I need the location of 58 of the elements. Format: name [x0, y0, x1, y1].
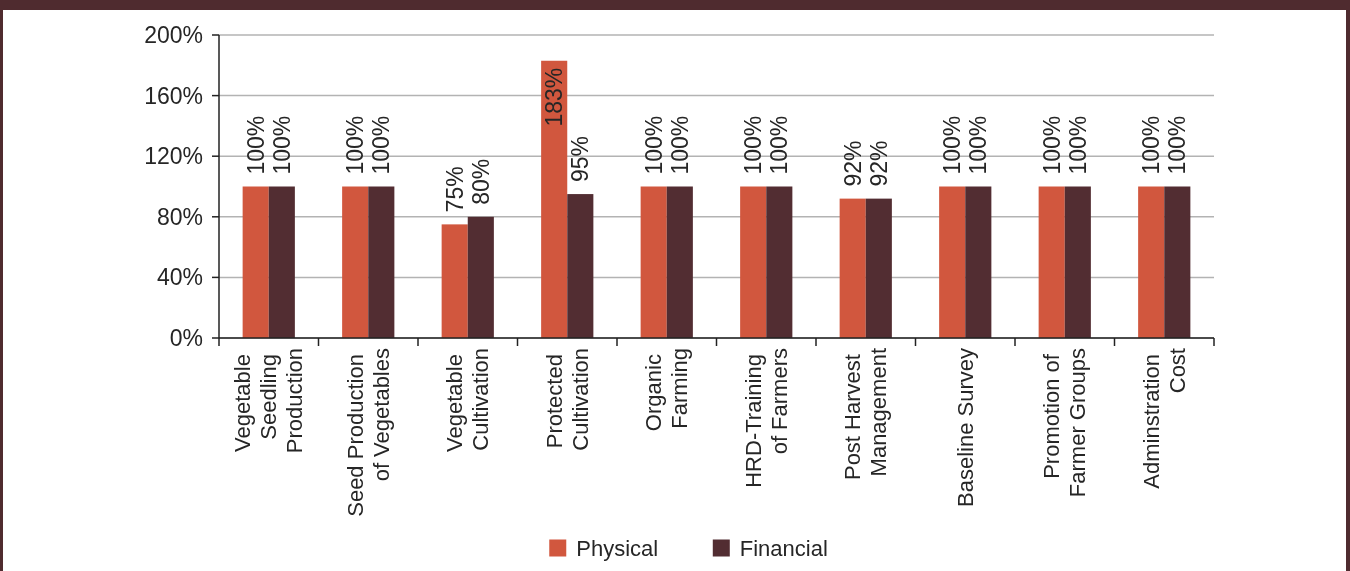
data-label: 92%	[865, 140, 892, 187]
bar	[965, 186, 992, 338]
x-tick-label: Vegetable Cultivation	[442, 348, 494, 452]
x-tick-label: Organic Farming	[641, 348, 693, 432]
y-tick-label: 120%	[144, 143, 203, 170]
data-label: 100%	[368, 115, 395, 175]
y-tick-label: 0%	[169, 325, 203, 352]
bar	[666, 186, 693, 338]
data-label: 183%	[541, 67, 568, 127]
data-label: 100%	[666, 115, 693, 175]
data-label: 100%	[268, 115, 295, 175]
y-tick-label: 40%	[156, 264, 203, 291]
data-label: 100%	[242, 115, 269, 175]
data-label: 75%	[441, 166, 468, 213]
data-label: 100%	[1064, 115, 1091, 175]
bar	[865, 198, 892, 338]
bar	[1038, 186, 1065, 338]
data-label: 100%	[939, 115, 966, 175]
bar	[541, 60, 568, 338]
x-tick-label: Vegetable Seedling Production	[230, 348, 308, 454]
data-label: 100%	[1038, 115, 1065, 175]
bar	[740, 186, 767, 338]
data-label: 92%	[839, 140, 866, 187]
data-label: 80%	[467, 158, 494, 205]
legend-label: Physical	[576, 535, 659, 561]
x-tick-label: Adminstration Cost	[1138, 348, 1190, 489]
bar	[766, 186, 793, 338]
bar	[268, 186, 295, 338]
bar	[368, 186, 395, 338]
x-tick-label: Protected Cultivation	[541, 348, 593, 451]
bar	[1064, 186, 1091, 338]
bar	[567, 194, 594, 338]
y-tick-label: 200%	[144, 22, 203, 49]
y-tick-label: 160%	[144, 82, 203, 109]
bar	[1164, 186, 1191, 338]
data-label: 100%	[640, 115, 667, 175]
data-label: 95%	[567, 136, 594, 183]
data-label: 100%	[1138, 115, 1165, 175]
data-label: 100%	[965, 115, 992, 175]
bar	[441, 224, 468, 338]
data-label: 100%	[1164, 115, 1191, 175]
x-tick-label: Promotion of Farmer Groups	[1039, 348, 1091, 498]
bar	[242, 186, 269, 338]
legend-label: Financial	[739, 535, 828, 561]
data-label: 100%	[342, 115, 369, 175]
bar	[839, 198, 866, 338]
y-tick-label: 80%	[156, 203, 203, 230]
x-tick-label: Post Harvest Management	[840, 348, 892, 481]
x-tick-label: HRD-Training of Farmers	[740, 348, 792, 488]
bar	[1138, 186, 1165, 338]
x-tick-label: Baseline Survey	[952, 348, 978, 507]
x-tick-label: Seed Production of Vegetables	[342, 348, 394, 517]
bar	[640, 186, 667, 338]
bar	[939, 186, 966, 338]
bar	[467, 216, 494, 338]
bar	[342, 186, 369, 338]
data-label: 100%	[766, 115, 793, 175]
data-label: 100%	[740, 115, 767, 175]
